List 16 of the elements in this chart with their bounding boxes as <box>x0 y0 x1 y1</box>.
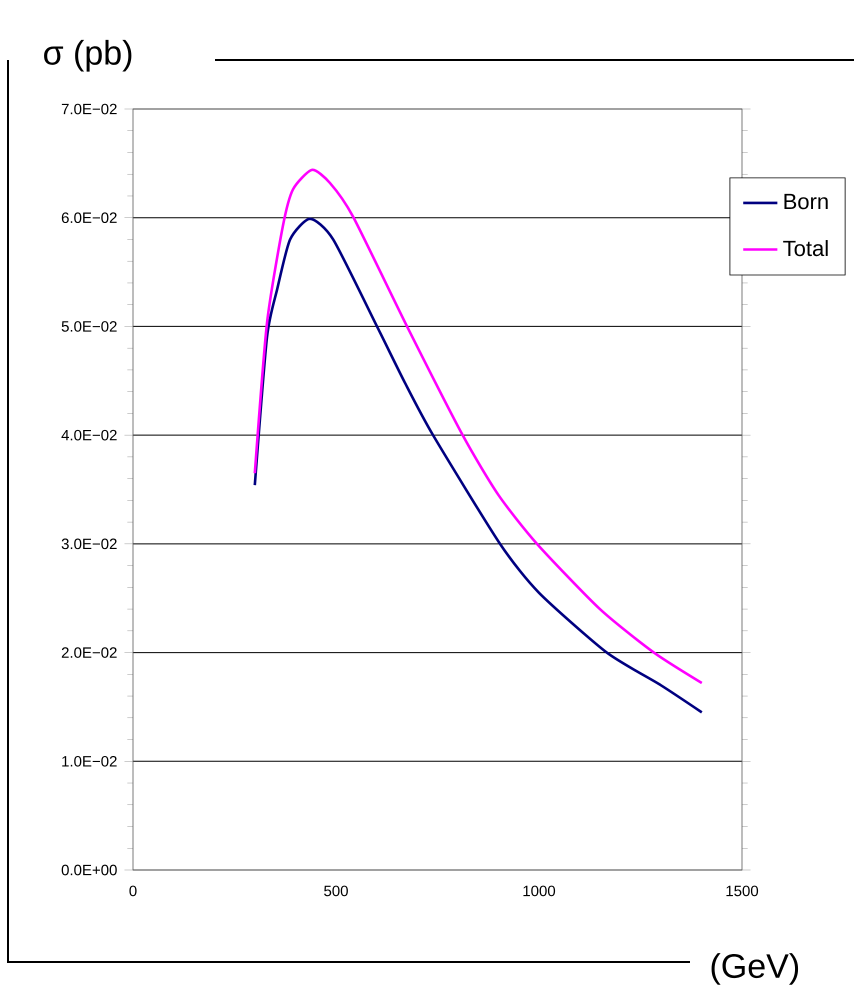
x-tick-label: 0 <box>129 886 137 896</box>
x-tick-label: 1000 <box>523 886 556 896</box>
x-tick-label: 500 <box>324 886 348 896</box>
legend-label: Born <box>784 194 828 210</box>
x-tick-label: 1500 <box>726 886 758 896</box>
legend-label: Total <box>783 240 828 256</box>
y-tick-label: 0.0E+00 <box>62 864 117 876</box>
y-tick-label: 6.0E−02 <box>62 212 117 224</box>
y-tick-label: 2.0E−02 <box>62 647 117 658</box>
y-tick-label: 4.0E−02 <box>61 430 117 440</box>
y-tick-label: 5.0E−02 <box>62 321 117 332</box>
y-axis-title: σ (pb) <box>44 40 132 72</box>
y-tick-label: 1.0E−02 <box>62 756 117 767</box>
y-tick-label: 7.0E−02 <box>62 104 117 114</box>
y-tick-label: 3.0E−02 <box>62 538 117 550</box>
x-axis-title: (GeV) <box>712 953 798 985</box>
